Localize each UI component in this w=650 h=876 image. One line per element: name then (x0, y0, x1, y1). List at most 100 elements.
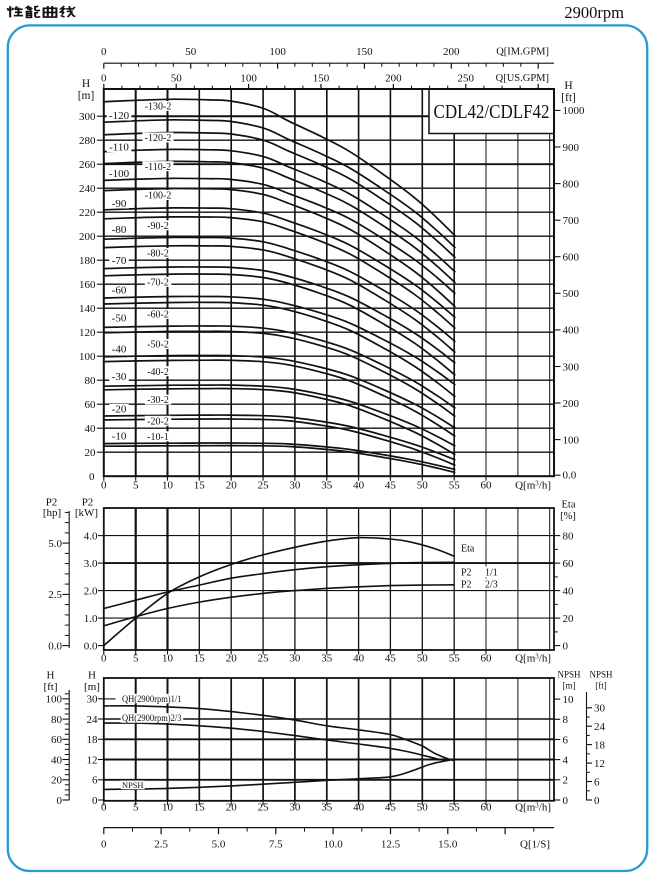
svg-text:50: 50 (185, 46, 197, 58)
svg-text:55: 55 (449, 802, 461, 814)
svg-text:-70: -70 (112, 255, 127, 267)
svg-text:H: H (564, 80, 572, 92)
svg-text:12: 12 (594, 758, 605, 770)
svg-text:20: 20 (226, 480, 238, 492)
svg-text:200: 200 (443, 46, 460, 58)
svg-text:[m]: [m] (78, 90, 95, 102)
svg-text:P2: P2 (46, 496, 58, 508)
svg-text:200: 200 (563, 398, 580, 410)
svg-text:-20: -20 (112, 404, 127, 416)
svg-text:-100-2: -100-2 (145, 191, 172, 202)
svg-text:4: 4 (563, 754, 569, 766)
svg-text:20: 20 (226, 653, 238, 665)
svg-text:15.0: 15.0 (438, 839, 458, 851)
svg-text:15: 15 (194, 653, 206, 665)
svg-text:80: 80 (51, 714, 63, 726)
svg-text:Q[US.GPM]: Q[US.GPM] (496, 73, 549, 84)
svg-text:900: 900 (563, 142, 580, 154)
svg-text:2.5: 2.5 (154, 839, 168, 851)
svg-text:15: 15 (194, 802, 206, 814)
svg-text:18: 18 (594, 739, 606, 751)
svg-text:NPSH: NPSH (557, 669, 581, 679)
svg-text:300: 300 (79, 111, 96, 123)
svg-text:[kW]: [kW] (75, 507, 98, 519)
svg-text:Q[IM.GPM]: Q[IM.GPM] (496, 47, 549, 58)
svg-text:-40-2: -40-2 (147, 367, 169, 378)
svg-text:10.0: 10.0 (323, 839, 343, 851)
svg-text:40: 40 (353, 653, 365, 665)
svg-text:55: 55 (449, 480, 461, 492)
svg-text:25: 25 (258, 480, 270, 492)
svg-text:40: 40 (563, 585, 575, 597)
svg-text:12: 12 (87, 754, 98, 766)
svg-text:H: H (88, 669, 96, 681)
svg-text:40: 40 (353, 480, 365, 492)
svg-text:2.5: 2.5 (48, 589, 62, 601)
svg-text:100: 100 (79, 351, 96, 363)
svg-text:7.5: 7.5 (269, 839, 283, 851)
svg-text:-50-2: -50-2 (147, 340, 169, 351)
svg-text:80: 80 (563, 530, 575, 542)
svg-text:2: 2 (563, 775, 569, 787)
svg-text:[%]: [%] (560, 511, 576, 522)
svg-text:0: 0 (101, 480, 107, 492)
svg-text:25: 25 (258, 653, 270, 665)
svg-text:0: 0 (101, 839, 107, 851)
svg-text:Eta: Eta (562, 499, 576, 510)
svg-text:-90: -90 (112, 198, 127, 210)
svg-text:0: 0 (563, 795, 569, 807)
svg-text:[m]: [m] (563, 680, 576, 690)
svg-text:10: 10 (162, 802, 174, 814)
svg-text:55: 55 (449, 653, 461, 665)
svg-text:500: 500 (563, 288, 580, 300)
svg-text:-60-2: -60-2 (147, 310, 169, 321)
svg-text:60: 60 (51, 734, 63, 746)
svg-text:24: 24 (594, 721, 606, 733)
svg-text:Q[m3/h]: Q[m3/h] (515, 480, 551, 492)
svg-text:40: 40 (85, 423, 97, 435)
svg-text:Q[1/S]: Q[1/S] (520, 839, 550, 851)
svg-text:220: 220 (79, 207, 96, 219)
svg-text:H: H (47, 669, 55, 681)
svg-text:-120-2: -120-2 (145, 133, 172, 144)
svg-text:30: 30 (289, 480, 301, 492)
svg-text:45: 45 (385, 802, 397, 814)
svg-text:30: 30 (87, 694, 99, 706)
svg-text:260: 260 (79, 159, 96, 171)
svg-text:-40: -40 (112, 343, 127, 355)
svg-text:-70-2: -70-2 (147, 278, 169, 289)
svg-text:-120: -120 (109, 110, 130, 122)
svg-text:NPSH: NPSH (122, 780, 144, 790)
svg-text:6: 6 (563, 734, 569, 746)
svg-text:4.0: 4.0 (84, 530, 98, 542)
svg-text:-80-2: -80-2 (147, 249, 169, 260)
svg-text:2900rpm: 2900rpm (564, 3, 624, 22)
svg-text:24: 24 (87, 714, 99, 726)
svg-text:0: 0 (563, 640, 569, 652)
svg-text:-100: -100 (109, 168, 130, 180)
svg-text:-30: -30 (112, 371, 127, 383)
svg-text:200: 200 (385, 73, 402, 85)
svg-text:-10: -10 (112, 430, 127, 442)
svg-text:QH(2900rpm)1/1: QH(2900rpm)1/1 (122, 694, 182, 705)
svg-text:280: 280 (79, 135, 96, 147)
svg-text:140: 140 (79, 303, 96, 315)
svg-text:60: 60 (85, 399, 97, 411)
svg-text:[m]: [m] (84, 681, 100, 693)
svg-text:35: 35 (321, 802, 333, 814)
svg-text:100: 100 (240, 73, 257, 85)
svg-text:Eta: Eta (461, 543, 475, 554)
svg-text:30: 30 (594, 703, 606, 715)
svg-text:0: 0 (57, 795, 63, 807)
svg-text:10: 10 (162, 653, 174, 665)
svg-text:5: 5 (133, 802, 139, 814)
svg-text:12.5: 12.5 (381, 839, 401, 851)
svg-text:5: 5 (133, 480, 139, 492)
svg-text:3.0: 3.0 (84, 558, 98, 570)
svg-text:1.0: 1.0 (84, 613, 98, 625)
svg-text:30: 30 (289, 653, 301, 665)
svg-text:25: 25 (258, 802, 270, 814)
svg-text:Q[m3/h]: Q[m3/h] (515, 802, 551, 814)
svg-text:400: 400 (563, 325, 580, 337)
svg-text:-30-2: -30-2 (147, 395, 169, 406)
